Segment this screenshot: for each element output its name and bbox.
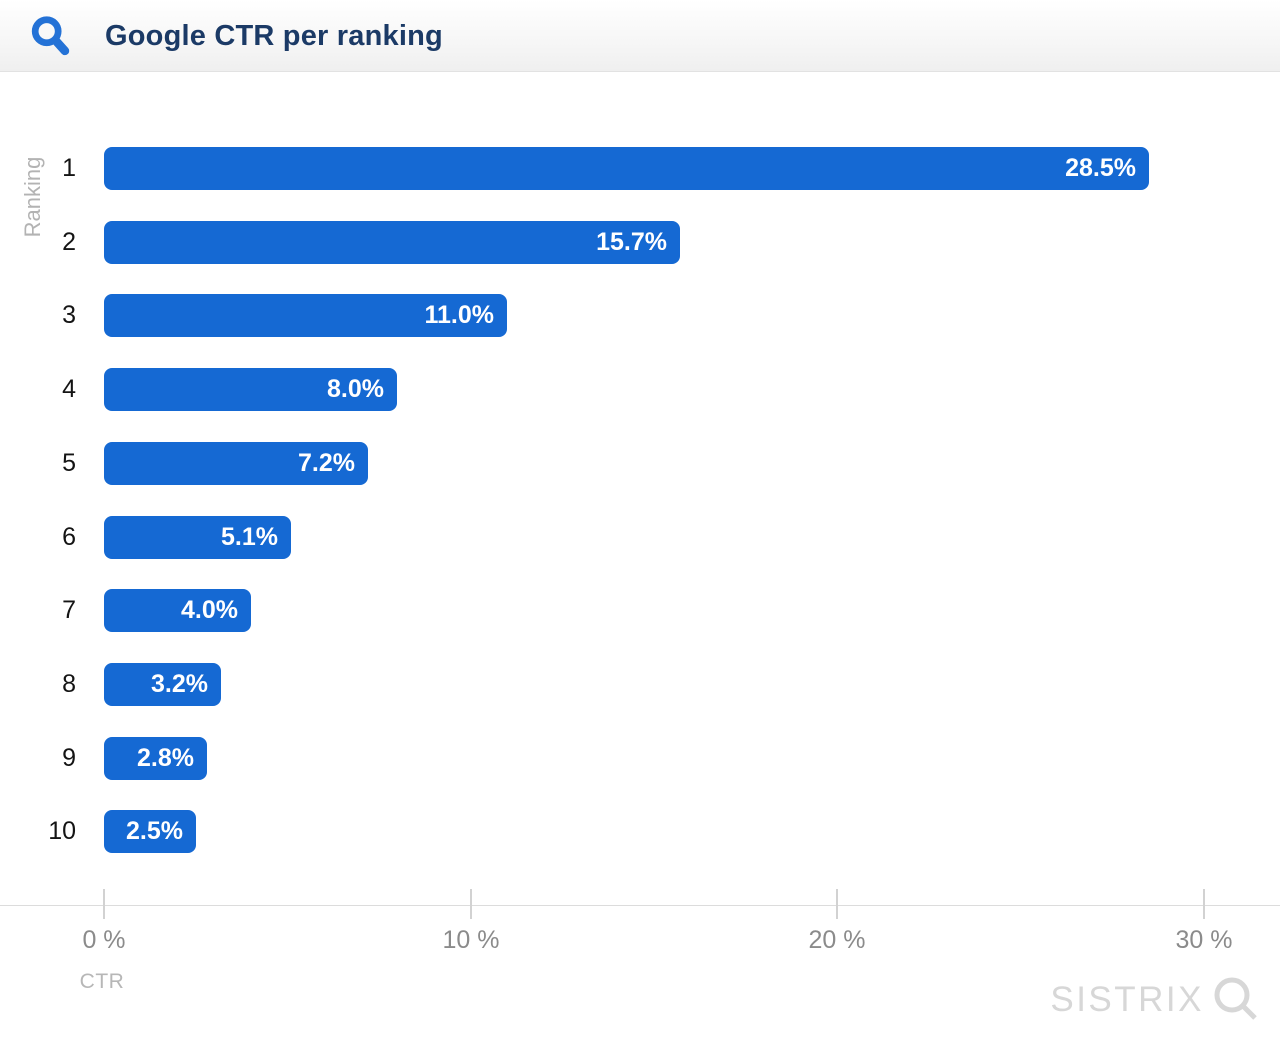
category-label-5: 5: [62, 449, 76, 477]
bar-rank-5[interactable]: 7.2%: [104, 442, 368, 485]
chart-header: Google CTR per ranking: [0, 0, 1280, 72]
bar-rank-1[interactable]: 28.5%: [104, 147, 1149, 190]
category-label-4: 4: [62, 375, 76, 403]
bar-rank-6[interactable]: 5.1%: [104, 516, 291, 559]
x-axis-title: CTR: [79, 970, 125, 993]
sistrix-magnifier-icon: [1210, 974, 1262, 1026]
category-label-6: 6: [62, 523, 76, 551]
bar-rank-7[interactable]: 4.0%: [104, 589, 251, 632]
bar-value-label: 5.1%: [221, 523, 278, 551]
bar-value-label: 7.2%: [298, 449, 355, 477]
bar-rank-2[interactable]: 15.7%: [104, 221, 680, 264]
bar-value-label: 15.7%: [596, 228, 667, 256]
x-axis-tick-label-10: 10 %: [442, 926, 500, 954]
x-axis-tick-label-0: 0 %: [82, 926, 126, 954]
x-axis-tick-20: [836, 889, 838, 919]
x-axis-tick-10: [470, 889, 472, 919]
bar-rank-10[interactable]: 2.5%: [104, 810, 196, 853]
category-label-8: 8: [62, 670, 76, 698]
bar-value-label: 8.0%: [327, 375, 384, 403]
bar-value-label: 28.5%: [1065, 154, 1136, 182]
bar-rank-8[interactable]: 3.2%: [104, 663, 221, 706]
bar-value-label: 3.2%: [151, 670, 208, 698]
bar-rank-4[interactable]: 8.0%: [104, 368, 397, 411]
x-axis-tick-0: [103, 889, 105, 919]
bar-value-label: 2.5%: [126, 817, 183, 845]
bar-value-label: 11.0%: [424, 301, 494, 329]
search-icon: [28, 13, 74, 59]
x-axis-tick-label-30: 30 %: [1175, 926, 1233, 954]
bar-rank-3[interactable]: 11.0%: [104, 294, 507, 337]
chart-title: Google CTR per ranking: [105, 20, 443, 52]
sistrix-logo-text: SISTRIX: [1050, 980, 1204, 1019]
sistrix-logo: SISTRIX: [1050, 975, 1262, 1025]
category-label-7: 7: [62, 596, 76, 624]
category-label-1: 1: [62, 154, 76, 182]
category-label-10: 10: [48, 817, 76, 845]
x-axis-tick-label-20: 20 %: [808, 926, 866, 954]
bar-value-label: 4.0%: [181, 596, 238, 624]
x-axis-tick-30: [1203, 889, 1205, 919]
category-label-9: 9: [62, 744, 76, 772]
x-axis-line: [0, 905, 1280, 906]
category-label-3: 3: [62, 301, 76, 329]
bar-value-label: 2.8%: [137, 744, 194, 772]
category-label-2: 2: [62, 228, 76, 256]
bar-rank-9[interactable]: 2.8%: [104, 737, 207, 780]
